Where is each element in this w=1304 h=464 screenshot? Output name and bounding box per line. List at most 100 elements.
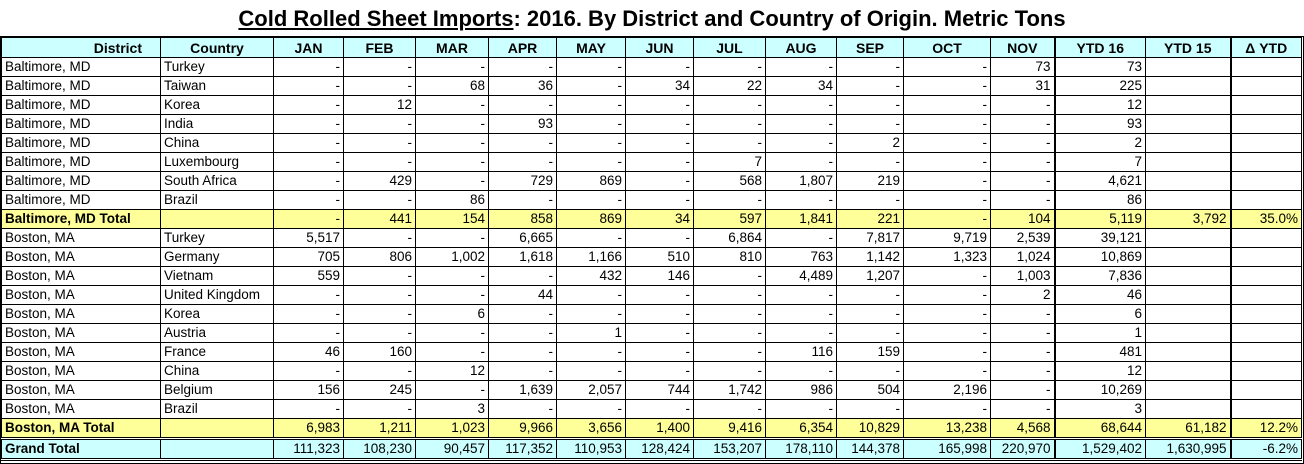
cell-ytd[interactable] xyxy=(1230,76,1302,96)
cell-ytd-16[interactable]: 4,621 xyxy=(1054,171,1146,191)
column-header-ytd-16[interactable]: YTD 16 xyxy=(1054,37,1146,58)
cell-oct[interactable]: - xyxy=(903,152,991,172)
district-cell[interactable]: Boston, MA xyxy=(1,399,161,419)
cell-ytd-16[interactable]: 6 xyxy=(1054,304,1146,324)
cell-oct[interactable]: - xyxy=(903,95,991,115)
cell-mar[interactable]: 3 xyxy=(415,399,489,419)
cell-may[interactable]: 1,166 xyxy=(556,247,626,267)
cell-aug[interactable]: 1,841 xyxy=(765,209,837,229)
cell-aug[interactable]: - xyxy=(765,57,837,77)
cell-ytd[interactable] xyxy=(1230,95,1302,115)
cell-apr[interactable]: - xyxy=(488,323,557,343)
cell-ytd-15[interactable] xyxy=(1145,95,1232,115)
country-cell[interactable]: Brazil xyxy=(160,399,274,419)
column-header-ytd[interactable]: Δ YTD xyxy=(1230,37,1302,58)
cell-jan[interactable]: 46 xyxy=(273,342,344,362)
cell-aug[interactable]: 763 xyxy=(765,247,837,267)
cell-feb[interactable]: 108,230 xyxy=(343,437,416,461)
cell-nov[interactable]: - xyxy=(990,380,1056,400)
district-cell[interactable]: Boston, MA xyxy=(1,361,161,381)
cell-ytd[interactable]: 35.0% xyxy=(1230,209,1302,229)
cell-may[interactable]: - xyxy=(556,152,626,172)
country-cell[interactable]: South Africa xyxy=(160,171,274,191)
cell-nov[interactable]: - xyxy=(990,399,1056,419)
cell-ytd-15[interactable]: 1,630,995 xyxy=(1145,437,1232,461)
cell-ytd-15[interactable] xyxy=(1145,114,1232,134)
cell-ytd[interactable] xyxy=(1230,190,1302,210)
cell-may[interactable]: - xyxy=(556,133,626,153)
cell-nov[interactable]: 220,970 xyxy=(990,437,1056,461)
district-cell[interactable]: Boston, MA xyxy=(1,323,161,343)
cell-jul[interactable]: - xyxy=(693,114,766,134)
cell-feb[interactable]: 429 xyxy=(343,171,416,191)
cell-ytd-16[interactable]: 7 xyxy=(1054,152,1146,172)
cell-jan[interactable]: 111,323 xyxy=(273,437,344,461)
cell-ytd[interactable] xyxy=(1230,304,1302,324)
cell-may[interactable]: 3,656 xyxy=(556,418,626,439)
cell-jun[interactable]: - xyxy=(625,304,694,324)
cell-feb[interactable]: - xyxy=(343,114,416,134)
cell-apr[interactable]: 44 xyxy=(488,285,557,305)
cell-jan[interactable]: - xyxy=(273,152,344,172)
cell-jun[interactable]: 146 xyxy=(625,266,694,286)
district-cell[interactable]: Boston, MA xyxy=(1,228,161,248)
cell-apr[interactable]: - xyxy=(488,152,557,172)
country-cell[interactable]: Germany xyxy=(160,247,274,267)
cell-oct[interactable]: - xyxy=(903,266,991,286)
cell-ytd-15[interactable] xyxy=(1145,323,1232,343)
cell-jan[interactable]: - xyxy=(273,76,344,96)
cell-sep[interactable]: 144,378 xyxy=(836,437,904,461)
country-cell[interactable]: Austria xyxy=(160,323,274,343)
district-cell[interactable]: Boston, MA xyxy=(1,247,161,267)
cell-aug[interactable]: - xyxy=(765,190,837,210)
cell-ytd[interactable] xyxy=(1230,266,1302,286)
cell-nov[interactable]: 1,003 xyxy=(990,266,1056,286)
cell-jul[interactable]: - xyxy=(693,361,766,381)
cell-jul[interactable]: 7 xyxy=(693,152,766,172)
column-header-district[interactable]: District xyxy=(1,37,161,58)
cell-ytd-15[interactable] xyxy=(1145,190,1232,210)
cell-ytd-15[interactable] xyxy=(1145,266,1232,286)
column-header-apr[interactable]: APR xyxy=(488,37,557,58)
cell-jun[interactable]: 34 xyxy=(625,76,694,96)
cell-nov[interactable]: - xyxy=(990,323,1056,343)
cell-oct[interactable]: - xyxy=(903,361,991,381)
cell-jul[interactable]: - xyxy=(693,95,766,115)
cell-apr[interactable]: 93 xyxy=(488,114,557,134)
cell-sep[interactable]: 2 xyxy=(836,133,904,153)
cell-may[interactable]: 869 xyxy=(556,171,626,191)
district-cell[interactable]: Baltimore, MD xyxy=(1,190,161,210)
cell-apr[interactable]: 9,966 xyxy=(488,418,557,439)
cell-jun[interactable]: - xyxy=(625,342,694,362)
cell-oct[interactable]: - xyxy=(903,76,991,96)
cell-jul[interactable]: - xyxy=(693,190,766,210)
column-header-oct[interactable]: OCT xyxy=(903,37,991,58)
cell-mar[interactable]: - xyxy=(415,152,489,172)
country-cell[interactable]: Belgium xyxy=(160,380,274,400)
cell-aug[interactable]: - xyxy=(765,95,837,115)
cell-feb[interactable]: - xyxy=(343,133,416,153)
cell-apr[interactable]: 1,618 xyxy=(488,247,557,267)
cell-ytd[interactable] xyxy=(1230,171,1302,191)
column-header-feb[interactable]: FEB xyxy=(343,37,416,58)
district-cell[interactable]: Boston, MA xyxy=(1,266,161,286)
cell-oct[interactable]: 9,719 xyxy=(903,228,991,248)
cell-aug[interactable]: - xyxy=(765,361,837,381)
cell-may[interactable]: 2,057 xyxy=(556,380,626,400)
cell-ytd-16[interactable]: 73 xyxy=(1054,57,1146,77)
cell-oct[interactable]: - xyxy=(903,57,991,77)
cell-feb[interactable]: - xyxy=(343,323,416,343)
cell-may[interactable]: - xyxy=(556,114,626,134)
cell-sep[interactable]: 7,817 xyxy=(836,228,904,248)
column-header-jun[interactable]: JUN xyxy=(625,37,694,58)
cell-aug[interactable]: 178,110 xyxy=(765,437,837,461)
cell-jul[interactable]: - xyxy=(693,323,766,343)
cell-jun[interactable]: - xyxy=(625,171,694,191)
cell-feb[interactable]: - xyxy=(343,361,416,381)
cell-apr[interactable]: 729 xyxy=(488,171,557,191)
country-cell[interactable]: China xyxy=(160,133,274,153)
cell-ytd[interactable] xyxy=(1230,247,1302,267)
cell-mar[interactable]: - xyxy=(415,380,489,400)
cell-aug[interactable]: - xyxy=(765,133,837,153)
cell-oct[interactable]: 2,196 xyxy=(903,380,991,400)
